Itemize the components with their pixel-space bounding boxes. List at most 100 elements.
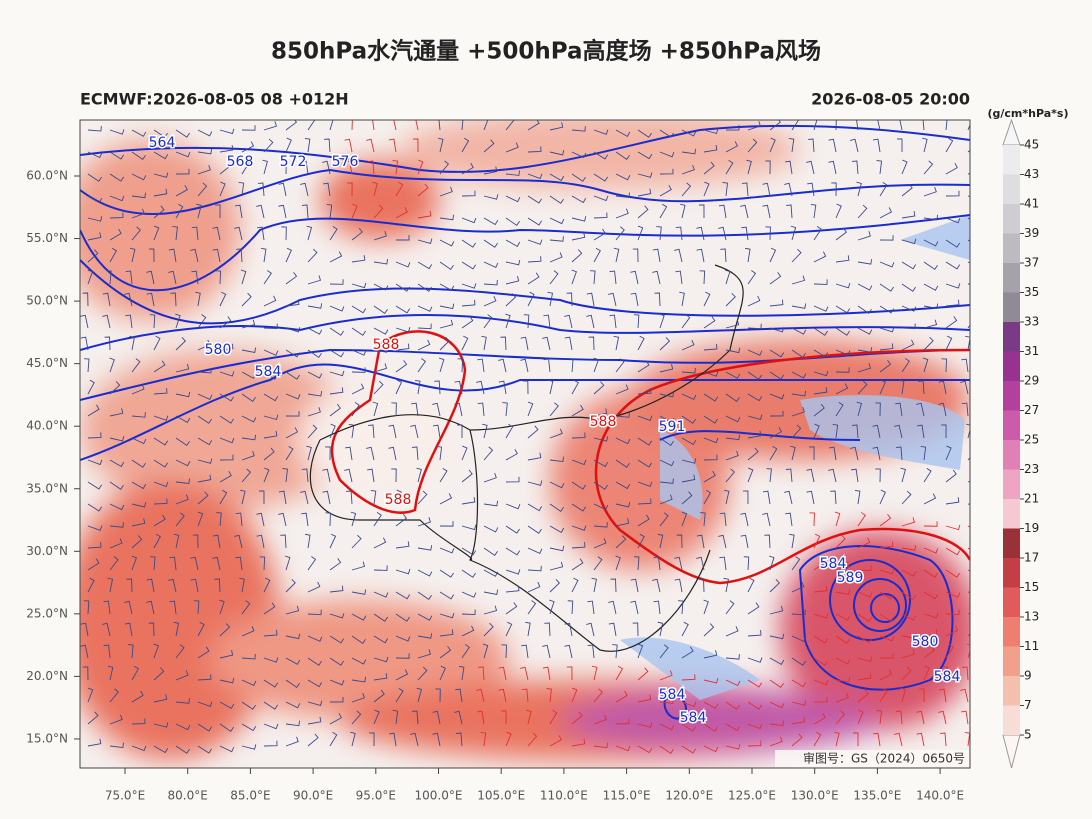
wind-barb <box>747 679 763 688</box>
wind-barb <box>681 340 695 351</box>
wind-barb <box>879 326 895 333</box>
wind-barb <box>212 248 221 263</box>
wind-barb <box>945 591 961 598</box>
wind-barb <box>919 688 925 703</box>
wind-barb <box>234 534 243 549</box>
wind-barb <box>263 270 272 285</box>
wind-barb <box>875 468 881 483</box>
wind-barb <box>190 578 199 593</box>
wind-barb <box>747 323 762 330</box>
wind-barb <box>241 600 251 615</box>
wind-barb <box>131 358 141 373</box>
wind-barb <box>505 239 521 247</box>
wind-barb <box>938 380 947 395</box>
wind-barb <box>306 225 313 241</box>
wind-barb <box>747 602 760 615</box>
wind-barb <box>966 643 970 659</box>
wind-barb <box>329 423 336 439</box>
wind-barb <box>432 402 441 417</box>
colorbar-tick-label: 21 <box>1024 492 1039 506</box>
wind-barb <box>543 314 551 329</box>
wind-barb <box>857 204 868 219</box>
wind-barb <box>80 336 89 351</box>
wind-barb <box>901 517 915 527</box>
wind-barb <box>438 357 445 373</box>
wind-barb <box>481 335 487 351</box>
wind-barb <box>828 468 837 483</box>
wind-barb <box>835 203 842 219</box>
wind-barb <box>329 679 345 686</box>
wind-barb <box>747 270 757 285</box>
colorbar-swatch <box>1003 410 1020 440</box>
wind-barb <box>393 120 397 131</box>
wind-barb <box>901 210 916 219</box>
wind-barb <box>257 182 265 197</box>
wind-barb <box>725 450 739 461</box>
wind-barb <box>547 291 554 307</box>
wind-barb <box>146 270 155 285</box>
wind-barb <box>615 192 630 198</box>
wind-barb <box>395 687 404 703</box>
wind-barb <box>676 534 683 549</box>
colorbar-tick-label: 29 <box>1024 374 1039 388</box>
wind-barb <box>527 256 542 263</box>
wind-barb <box>791 657 806 666</box>
wind-barb <box>483 314 493 329</box>
wind-barb <box>109 195 125 202</box>
lat-tick-label: 20.0°N <box>26 669 68 683</box>
wind-barb <box>791 406 805 417</box>
wind-barb <box>637 667 649 681</box>
wind-barb <box>262 159 268 175</box>
wind-barb <box>549 236 564 242</box>
wind-barb <box>344 468 353 483</box>
wind-barb <box>439 336 450 351</box>
wind-barb <box>681 701 697 708</box>
wind-barb <box>916 402 925 417</box>
wind-barb <box>373 347 389 353</box>
wind-barb <box>813 349 829 358</box>
wind-barb <box>131 151 146 160</box>
wind-barb <box>813 305 829 312</box>
colorbar-tick-label: 43 <box>1024 167 1039 181</box>
wind-barb <box>124 292 133 307</box>
wind-barb <box>477 402 485 417</box>
wind-barb <box>347 182 353 197</box>
wind-barb <box>307 349 322 358</box>
wind-barb <box>306 445 312 461</box>
wind-barb <box>653 600 661 615</box>
wind-barb <box>369 732 375 747</box>
wind-barb <box>439 467 448 483</box>
wind-barb <box>725 434 740 441</box>
wind-barb <box>659 745 674 754</box>
wind-barb <box>813 657 828 666</box>
wind-barb <box>285 701 301 709</box>
wind-barb <box>901 591 916 600</box>
wind-barb <box>879 568 895 575</box>
wind-barb <box>458 665 465 681</box>
wind-barb <box>901 238 917 245</box>
wind-barb <box>436 446 443 461</box>
wind-barb <box>219 316 232 329</box>
wind-barb <box>131 208 145 219</box>
colorbar-swatch <box>1003 676 1020 706</box>
wind-barb <box>591 577 597 593</box>
wind-barb <box>747 740 762 747</box>
wind-barb <box>593 228 606 241</box>
wind-barb <box>439 493 453 505</box>
wind-barb <box>835 120 837 131</box>
wind-barb <box>87 711 99 725</box>
wind-barb <box>543 358 551 373</box>
wind-barb <box>219 650 234 659</box>
wind-barb <box>813 370 829 377</box>
wind-barb <box>615 437 631 445</box>
wind-barb <box>698 204 705 219</box>
wind-barb <box>461 569 476 578</box>
wind-barb <box>236 248 243 263</box>
wind-barb <box>505 476 520 483</box>
wind-barb <box>654 292 661 307</box>
wind-barb <box>219 291 227 307</box>
wind-barb <box>901 339 915 351</box>
wind-barb <box>920 446 927 461</box>
wind-barb <box>219 489 228 505</box>
wind-barb <box>285 736 299 747</box>
